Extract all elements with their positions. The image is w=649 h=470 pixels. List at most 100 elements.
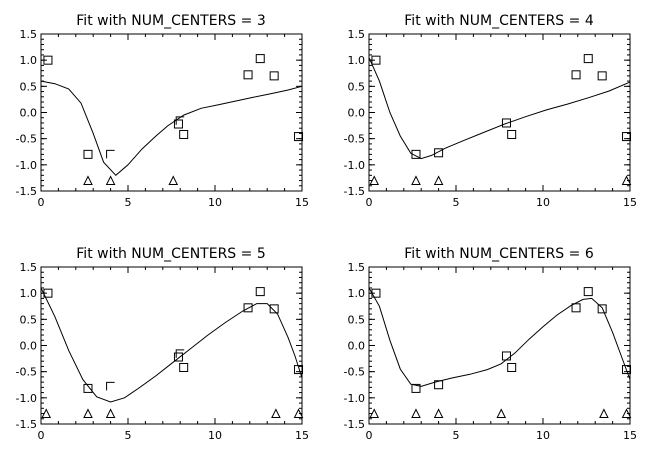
panel-4-axes-box	[368, 266, 631, 425]
panel-3-ytick-label: -1.0	[16, 392, 37, 405]
panel-3-triangle-point	[271, 408, 281, 419]
panel-1-xtick-label: 10	[208, 196, 222, 209]
panel-3-square-point	[255, 287, 265, 297]
panel-1-square-point	[255, 54, 265, 64]
panel-4-square-point	[507, 362, 517, 372]
panel-3-title: Fit with NUM_CENTERS = 5	[76, 246, 265, 262]
panel-4-xtick-label: 0	[366, 429, 373, 442]
panel-1-triangle-point	[168, 175, 179, 186]
panel-4-ytick-label: 0.5	[348, 313, 366, 326]
panel-2-square-point	[371, 55, 381, 65]
panel-1-ytick-label: -1.5	[16, 185, 37, 198]
panel-4-square-point	[411, 383, 421, 393]
panel-3-xtick-label: 5	[125, 429, 132, 442]
panel-2-triangle-point	[621, 175, 632, 186]
panel-4-triangle-point	[369, 408, 380, 419]
panel-4-title: Fit with NUM_CENTERS = 6	[404, 246, 594, 262]
panel-3-xtick-label: 15	[295, 429, 309, 442]
panel-2-triangle-point	[369, 175, 380, 186]
panel-4-square-point	[583, 287, 593, 297]
panel-4-ytick-label: 1.5	[348, 261, 366, 274]
panel-3-square-point	[83, 383, 93, 393]
panel-4-square-point	[501, 351, 511, 361]
panel-3: Fit with NUM_CENTERS = 5 -1.5 -1.0 -0.5 0.0…	[16, 246, 309, 442]
panel-2-fit-curve	[368, 57, 631, 160]
panel-1: Fit with NUM_CENTERS = 3 -1.5 -1.0 -0.5 0.0…	[16, 13, 309, 209]
panel-2-ytick-label: -1.0	[344, 159, 365, 172]
panel-2-ytick-label: 0.0	[348, 107, 366, 120]
panel-2-xtick-label: 10	[536, 196, 550, 209]
panel-3-triangle-point	[83, 408, 93, 419]
panel-3-ytick-label: -1.5	[16, 418, 37, 431]
panel-4-xtick-label: 15	[623, 429, 637, 442]
panel-1-xtick-label: 5	[125, 196, 132, 209]
panel-4-square-point	[622, 365, 632, 375]
panel-1-xtick-label: 0	[38, 196, 45, 209]
panel-4-ytick-label: 0.0	[348, 340, 366, 353]
panel-1-title: Fit with NUM_CENTERS = 3	[76, 13, 265, 29]
panel-3-triangle-point	[293, 408, 304, 419]
panel-3-triangle-point	[105, 408, 116, 419]
panel-4: Fit with NUM_CENTERS = 6 -1.5 -1.0 -0.5 0.0…	[344, 246, 637, 442]
panel-2-triangle-point	[433, 175, 444, 186]
panel-1-partial-square-point	[106, 149, 115, 159]
panel-1-axes-box	[40, 33, 303, 192]
panel-1-square-point	[294, 132, 304, 142]
panel-2-square-point	[501, 118, 511, 128]
panel-2-square-point	[597, 71, 607, 81]
panel-2-square-point	[583, 54, 593, 64]
panel-3-square-point	[173, 352, 183, 362]
panel-2-square-point	[507, 129, 517, 139]
panel-2-square-point	[571, 70, 581, 80]
panel-3-partial-square-point	[175, 349, 185, 358]
panel-4-xtick-label: 5	[453, 429, 460, 442]
panel-3-ytick-label: 1.0	[20, 287, 38, 300]
panel-1-ytick-label: -1.0	[16, 159, 37, 172]
panel-3-axes-box	[40, 266, 303, 425]
panel-4-triangle-point	[621, 408, 632, 419]
panel-4-triangle-point	[433, 408, 444, 419]
panel-2-xtick-label: 15	[623, 196, 637, 209]
panel-1-ytick-label: 0.0	[20, 107, 38, 120]
panel-2-xtick-label: 5	[453, 196, 460, 209]
panel-1-ytick-label: 0.5	[20, 80, 38, 93]
panel-3-triangle-point	[41, 408, 52, 419]
panel-2: Fit with NUM_CENTERS = 4 -1.5 -1.0 -0.5 0.0…	[344, 13, 637, 209]
panel-2-title: Fit with NUM_CENTERS = 4	[404, 13, 594, 29]
panel-2-ytick-label: 1.0	[348, 54, 366, 67]
panel-3-ytick-label: 0.0	[20, 340, 38, 353]
panel-1-square-point	[179, 129, 189, 139]
panel-1-ytick-label: 1.0	[20, 54, 38, 67]
panel-2-ytick-label: -1.5	[344, 185, 365, 198]
panel-1-ytick-label: -0.5	[16, 133, 37, 146]
panel-1-triangle-point	[105, 175, 116, 186]
panel-4-square-point	[597, 304, 607, 314]
panel-1-square-point	[173, 119, 183, 129]
panel-3-square-point	[179, 362, 189, 372]
panel-2-triangle-point	[411, 175, 421, 186]
panel-3-ytick-label: 0.5	[20, 313, 38, 326]
panel-4-triangle-point	[411, 408, 421, 419]
panel-2-square-point	[434, 148, 444, 158]
panel-2-axes-box	[368, 33, 631, 192]
panel-2-xtick-label: 0	[366, 196, 373, 209]
panel-3-ytick-label: 1.5	[20, 261, 38, 274]
panel-3-xtick-label: 10	[208, 429, 222, 442]
panel-4-xtick-label: 10	[536, 429, 550, 442]
panel-2-ytick-label: 1.5	[348, 28, 366, 41]
panel-1-square-point	[243, 70, 253, 80]
panel-1-square-point	[83, 149, 93, 159]
panel-1-square-point	[269, 71, 279, 81]
panel-1-square-point	[43, 55, 53, 65]
panel-1-triangle-point	[83, 175, 93, 186]
panel-3-xtick-label: 0	[38, 429, 45, 442]
panel-2-ytick-label: -0.5	[344, 133, 365, 146]
panel-2-square-point	[622, 132, 632, 142]
panel-1-xtick-label: 15	[295, 196, 309, 209]
panel-1-fit-curve	[40, 80, 303, 176]
panel-4-ytick-label: -1.5	[344, 418, 365, 431]
panel-4-triangle-point	[496, 408, 507, 419]
panel-4-ytick-label: -1.0	[344, 392, 365, 405]
panel-4-ytick-label: -0.5	[344, 366, 365, 379]
